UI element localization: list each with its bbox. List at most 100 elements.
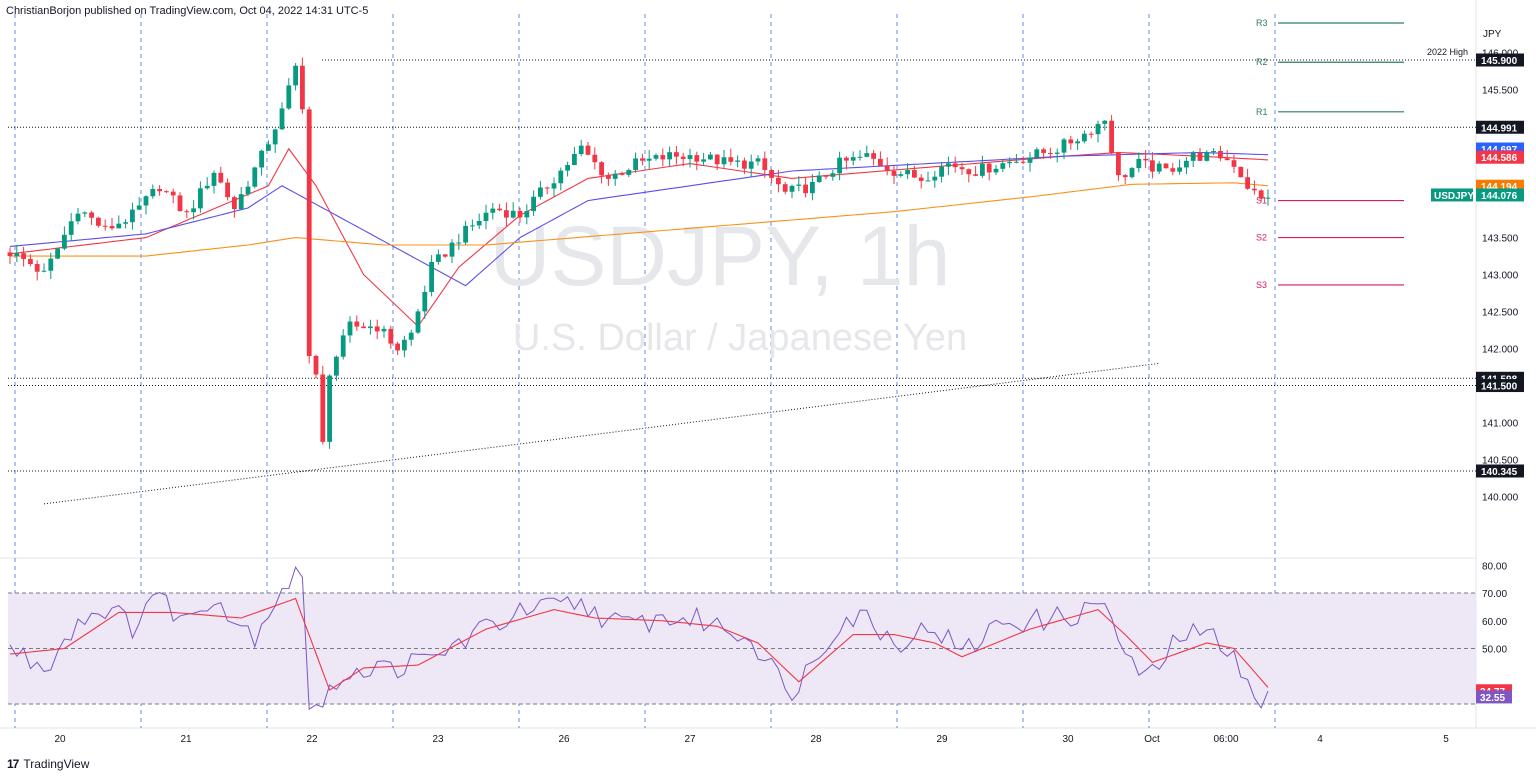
time-tick-label: 22 — [306, 734, 318, 745]
candle-body — [48, 258, 54, 271]
candle-body — [714, 154, 720, 165]
price-label-box — [1476, 379, 1524, 393]
candle-body — [340, 335, 346, 357]
candle-body — [1170, 168, 1176, 172]
time-tick-label: 26 — [558, 734, 570, 745]
candle-body — [578, 145, 584, 155]
candle-body — [891, 170, 897, 176]
candle-body — [592, 154, 598, 163]
candle-body — [347, 321, 353, 336]
candle-body — [62, 234, 67, 249]
tradingview-logo-icon: 17 — [7, 757, 19, 771]
pivot-label-s2: S2 — [1256, 233, 1267, 243]
price-label: 144.991 — [1481, 123, 1518, 134]
candle-body — [41, 270, 47, 272]
candle-body — [75, 213, 81, 222]
candle-body — [626, 169, 632, 175]
candle-body — [973, 174, 978, 176]
pivot-label-r2: R2 — [1256, 57, 1268, 67]
candle-body — [21, 253, 26, 260]
candle-body — [14, 253, 20, 257]
rsi-value-box — [1476, 690, 1512, 704]
last-price-tag: USDJPY — [1434, 191, 1474, 202]
price-tick-label: 143.500 — [1482, 234, 1519, 245]
candle-body — [1190, 152, 1196, 161]
candle-body — [912, 170, 917, 178]
candle-body — [966, 169, 972, 175]
candle-body — [646, 158, 652, 161]
candle-body — [1231, 160, 1237, 167]
watermark-description: U.S. Dollar / Japanese Yen — [513, 317, 967, 359]
candle-body — [402, 339, 407, 351]
tradingview-brand-label: TradingView — [23, 757, 90, 771]
candle-body — [1224, 158, 1230, 161]
candle-body — [1122, 175, 1128, 178]
candle-body — [313, 355, 319, 375]
price-tick-label: 145.500 — [1482, 86, 1519, 97]
candle-body — [850, 157, 856, 161]
candle-body — [225, 182, 230, 198]
candle-body — [1211, 151, 1216, 153]
candle-body — [1245, 177, 1250, 189]
time-tick-label: 29 — [936, 734, 948, 745]
candle-body — [130, 209, 135, 223]
candle-body — [150, 189, 156, 197]
candle-body — [1082, 133, 1087, 142]
price-label: 144.194 — [1481, 182, 1518, 193]
candle-body — [524, 211, 530, 218]
candle-body — [272, 129, 278, 145]
price-label-box — [1476, 150, 1524, 164]
candle-body — [7, 252, 13, 257]
candle-body — [551, 183, 557, 189]
candle-body — [55, 248, 60, 259]
candle-body — [918, 177, 924, 181]
candle-body — [442, 254, 448, 257]
candle-body — [633, 158, 638, 170]
candle-body — [1061, 139, 1067, 153]
candle-body — [1143, 158, 1148, 161]
candle-body — [266, 144, 271, 151]
candle-body — [653, 155, 659, 159]
candle-body — [204, 185, 210, 189]
candle-body — [952, 163, 958, 168]
candle-body — [198, 188, 203, 209]
candle-body — [660, 155, 666, 160]
price-tick-label: 143.000 — [1482, 271, 1519, 282]
candle-body — [572, 154, 577, 166]
candle-body — [687, 155, 693, 159]
candle-body — [816, 175, 822, 183]
candle-body — [28, 259, 33, 265]
candle-body — [374, 326, 380, 332]
candle-body — [701, 159, 706, 162]
candle-body — [327, 375, 332, 442]
price-label: 144.076 — [1481, 191, 1518, 202]
price-tick-label: 142.500 — [1482, 308, 1519, 319]
candle-body — [470, 225, 475, 227]
candle-body — [68, 221, 74, 235]
candle-body — [170, 191, 176, 196]
candle-body — [1265, 197, 1271, 199]
candle-body — [762, 158, 768, 171]
pivot-label-s3: S3 — [1256, 280, 1267, 290]
publish-attribution: ChristianBorjon published on TradingView… — [6, 5, 369, 17]
candle-body — [211, 172, 217, 186]
rsi-tick-label: 70.00 — [1482, 589, 1507, 600]
moving-average-2 — [9, 151, 1269, 287]
candle-body — [1150, 160, 1155, 172]
candle-body — [116, 223, 122, 229]
candle-body — [986, 163, 992, 173]
pivot-label-r3: R3 — [1256, 18, 1268, 28]
candle-body — [782, 184, 788, 192]
price-label-box — [1476, 464, 1524, 478]
candle-body — [191, 208, 196, 213]
candle-body — [599, 162, 604, 176]
tradingview-logo: 17 TradingView — [7, 757, 89, 771]
candle-body — [1102, 120, 1108, 124]
price-label: 141.500 — [1481, 382, 1518, 393]
time-tick-label: 20 — [54, 734, 66, 745]
candle-body — [259, 150, 264, 168]
candle-body — [1129, 168, 1135, 178]
candle-body — [844, 157, 849, 161]
candle-body — [306, 109, 312, 356]
